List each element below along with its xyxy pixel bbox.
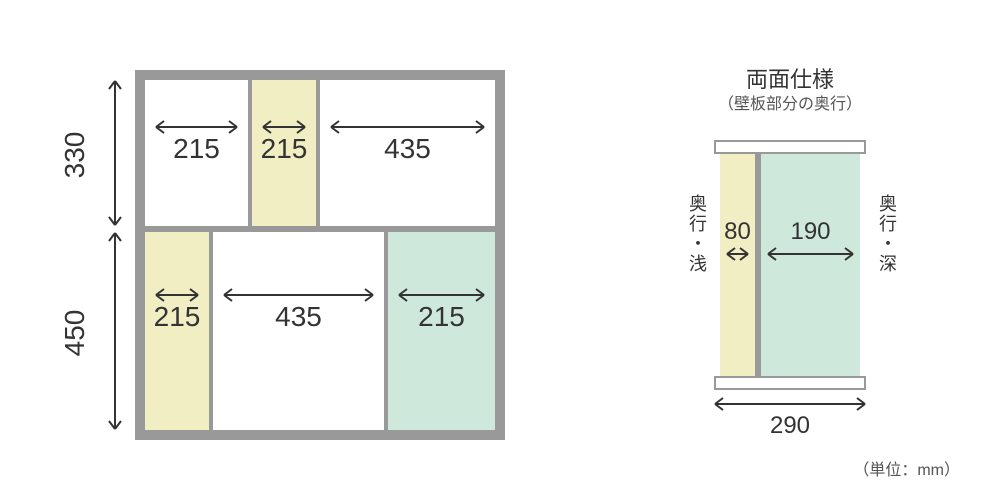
- side-dim-arrow-0: [726, 244, 749, 264]
- side-left-label: 奥行・浅: [684, 194, 710, 349]
- side-right-label: 奥行・深: [874, 194, 900, 349]
- front-row-top-dim-label-1: 215: [252, 133, 316, 165]
- side-cell-0: [720, 154, 755, 376]
- side-dim-label-1: 190: [761, 218, 860, 246]
- front-row-top-dim-label-2: 435: [320, 133, 495, 165]
- side-width-arrow: [714, 394, 866, 414]
- side-cap-bottom: [714, 376, 866, 390]
- front-row-top-dim-label-0: 215: [145, 133, 248, 165]
- side-width-label: 290: [720, 412, 860, 440]
- side-dim-label-0: 80: [720, 218, 755, 246]
- front-vert-label-top: 330: [59, 125, 91, 185]
- front-vert-arrow-top: [105, 80, 125, 226]
- front-row-bottom-dim-label-2: 215: [388, 301, 495, 333]
- side-subtitle: （壁板部分の奥行）: [680, 90, 900, 114]
- diagram-stage: 215215435215435215330450両面仕様（壁板部分の奥行）801…: [0, 0, 1000, 500]
- side-cap-top: [714, 140, 866, 154]
- front-vert-arrow-bottom: [105, 232, 125, 430]
- front-row-bottom-dim-label-1: 435: [213, 301, 384, 333]
- front-vert-label-bottom: 450: [59, 303, 91, 363]
- unit-note: （単位：mm）: [853, 456, 960, 480]
- side-cell-1: [761, 154, 860, 376]
- front-row-bottom-dim-label-0: 215: [145, 301, 209, 333]
- side-dim-arrow-1: [767, 244, 854, 264]
